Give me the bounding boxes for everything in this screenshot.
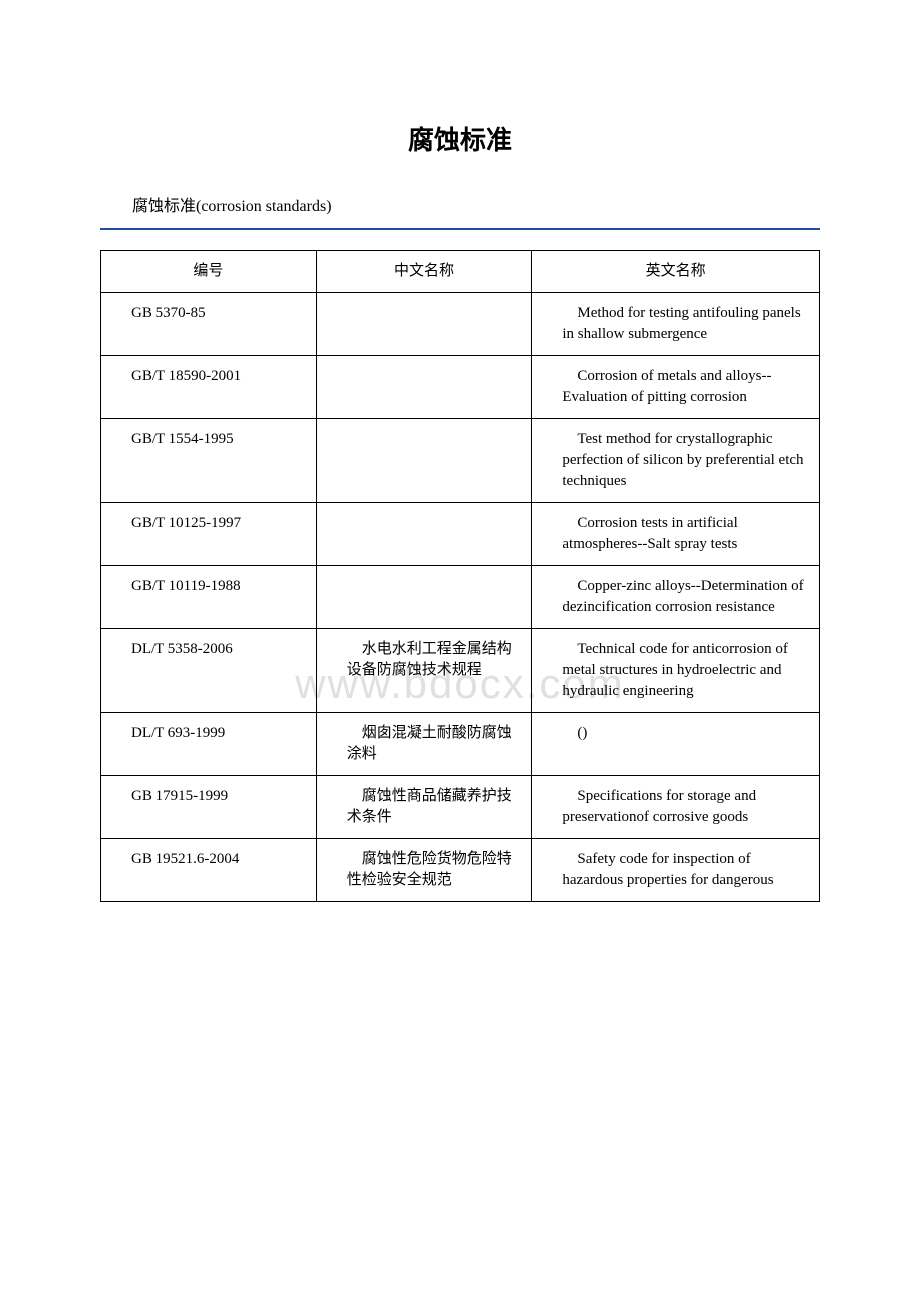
cell-en: Corrosion of metals and alloys--Evaluati… bbox=[532, 356, 820, 419]
cell-code: GB/T 10125-1997 bbox=[101, 503, 317, 566]
table-row: GB/T 18590-2001 Corrosion of metals and … bbox=[101, 356, 820, 419]
cell-en: Method for testing antifouling panels in… bbox=[532, 293, 820, 356]
header-en-name: 英文名称 bbox=[532, 251, 820, 293]
cell-en: Technical code for anticorrosion of meta… bbox=[532, 629, 820, 713]
cell-cn bbox=[316, 566, 532, 629]
cell-cn bbox=[316, 419, 532, 503]
page-title: 腐蚀标准 bbox=[100, 120, 820, 157]
cell-code: GB/T 18590-2001 bbox=[101, 356, 317, 419]
table-row: GB/T 10119-1988 Copper-zinc alloys--Dete… bbox=[101, 566, 820, 629]
cell-code: GB 17915-1999 bbox=[101, 776, 317, 839]
table-row: DL/T 5358-2006 水电水利工程金属结构设备防腐蚀技术规程 Techn… bbox=[101, 629, 820, 713]
cell-en: Copper-zinc alloys--Determination of dez… bbox=[532, 566, 820, 629]
subtitle: 腐蚀标准(corrosion standards) bbox=[100, 192, 820, 216]
cell-code: DL/T 5358-2006 bbox=[101, 629, 317, 713]
cell-code: GB 5370-85 bbox=[101, 293, 317, 356]
cell-en: Test method for crystallographic perfect… bbox=[532, 419, 820, 503]
table-row: GB/T 10125-1997 Corrosion tests in artif… bbox=[101, 503, 820, 566]
table-row: GB 17915-1999 腐蚀性商品储藏养护技术条件 Specificatio… bbox=[101, 776, 820, 839]
cell-en: Safety code for inspection of hazardous … bbox=[532, 839, 820, 902]
cell-cn: 烟囱混凝土耐酸防腐蚀涂料 bbox=[316, 713, 532, 776]
cell-code: GB 19521.6-2004 bbox=[101, 839, 317, 902]
table-row: GB 5370-85 Method for testing antifoulin… bbox=[101, 293, 820, 356]
header-code: 编号 bbox=[101, 251, 317, 293]
cell-cn bbox=[316, 503, 532, 566]
table-row: GB 19521.6-2004 腐蚀性危险货物危险特性检验安全规范 Safety… bbox=[101, 839, 820, 902]
table-row: GB/T 1554-1995 Test method for crystallo… bbox=[101, 419, 820, 503]
cell-cn bbox=[316, 356, 532, 419]
table-header-row: 编号 中文名称 英文名称 bbox=[101, 251, 820, 293]
cell-code: GB/T 10119-1988 bbox=[101, 566, 317, 629]
cell-cn: 水电水利工程金属结构设备防腐蚀技术规程 bbox=[316, 629, 532, 713]
divider bbox=[100, 228, 820, 230]
cell-en: Specifications for storage and preservat… bbox=[532, 776, 820, 839]
standards-table: 编号 中文名称 英文名称 GB 5370-85 Method for testi… bbox=[100, 250, 820, 902]
cell-cn: 腐蚀性商品储藏养护技术条件 bbox=[316, 776, 532, 839]
cell-en: () bbox=[532, 713, 820, 776]
cell-cn bbox=[316, 293, 532, 356]
table-row: DL/T 693-1999 烟囱混凝土耐酸防腐蚀涂料 () bbox=[101, 713, 820, 776]
cell-en: Corrosion tests in artificial atmosphere… bbox=[532, 503, 820, 566]
cell-code: GB/T 1554-1995 bbox=[101, 419, 317, 503]
header-cn-name: 中文名称 bbox=[316, 251, 532, 293]
cell-code: DL/T 693-1999 bbox=[101, 713, 317, 776]
cell-cn: 腐蚀性危险货物危险特性检验安全规范 bbox=[316, 839, 532, 902]
